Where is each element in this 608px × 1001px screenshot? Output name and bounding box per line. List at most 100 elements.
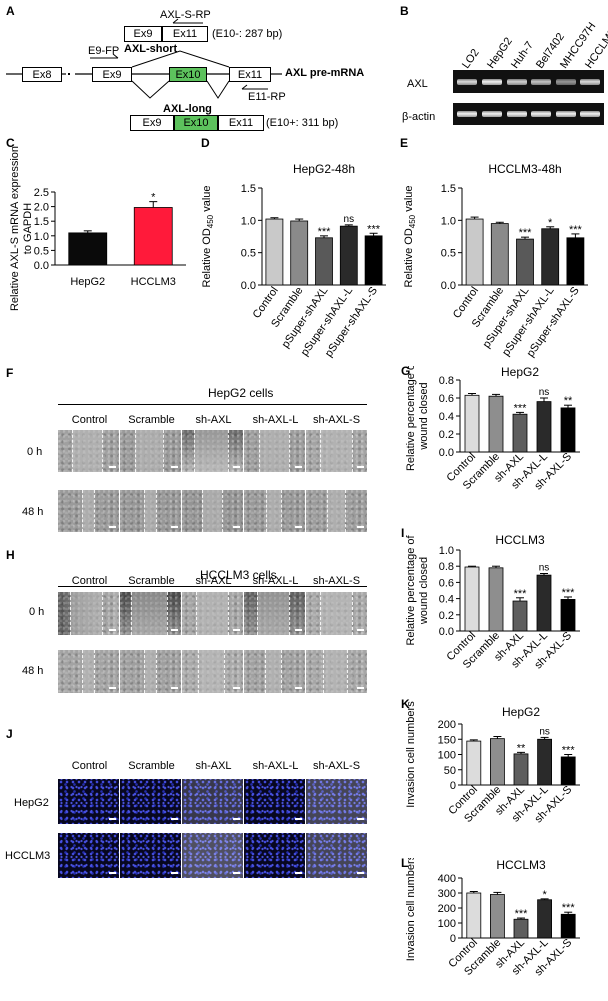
y-tick-label: 1.5 [34, 216, 49, 228]
y-tick-label: 2.0 [34, 202, 49, 214]
wound-image [244, 592, 305, 635]
j-row-hcclm3: HCCLM3 [5, 850, 51, 862]
y-tick-label: 0.0 [241, 280, 256, 292]
axl-s-rp-label: AXL-S-RP [160, 9, 211, 21]
significance-label: * [542, 889, 547, 901]
chart-d: HepG2-48h 0.0 0.5 1.0 1.5 Relative OD450 valu… [201, 162, 386, 359]
chart-title: HepG2-48h [293, 162, 355, 176]
significance-label: * [151, 192, 156, 204]
significance-label: *** [569, 224, 583, 236]
ex11-box: Ex11 [229, 67, 271, 82]
bar [465, 218, 484, 286]
invasion-image [244, 779, 305, 824]
bar [490, 738, 505, 786]
y-tick-label: 0.4 [439, 411, 454, 423]
chart-e: HCCLM3-48h 0.0 0.5 1.0 1.5 Relative OD450 val… [403, 162, 588, 359]
chart-c: 0.0 0.5 1.0 1.5 2.0 2.5 Relative AXL-S mRNA ex… [9, 146, 186, 311]
panel-f-rule [58, 404, 367, 405]
significance-label: *** [514, 402, 528, 414]
bar [512, 413, 528, 453]
wound-image [306, 430, 367, 472]
long-size-label: (E10+: 311 bp) [266, 117, 339, 129]
bar [133, 207, 173, 266]
wound-image [120, 490, 181, 532]
pre-mrna-label: AXL pre-mRNA [285, 67, 365, 79]
y-tick-label: 0.2 [439, 429, 454, 441]
y-tick-label: 0.6 [439, 577, 454, 589]
panel-label-b: B [400, 4, 409, 18]
y-tick-label: 0.6 [439, 393, 454, 405]
f-col-scramble: Scramble [128, 414, 175, 426]
bar [290, 220, 309, 286]
chart-l: HCCLM3 0 100 200 300 400 Invasion cell numbers… [405, 858, 580, 978]
y-tick-label: 0.5 [441, 248, 456, 260]
y-axis-label-line2: wound closed [418, 557, 430, 625]
invasion-image [58, 779, 119, 824]
e9-fp-label: E9-FP [88, 45, 120, 57]
wound-image [306, 592, 367, 635]
y-axis-label: Relative percentage of [405, 366, 417, 471]
significance-label: *** [519, 227, 533, 239]
f-row-0h: 0 h [27, 446, 43, 458]
f-row-48h: 48 h [22, 506, 44, 518]
category-label: HCCLM3 [131, 276, 176, 288]
gel-actin-strip [453, 103, 604, 125]
wound-image [58, 592, 119, 635]
y-tick-label: 1.0 [441, 215, 456, 227]
panel-label-f: F [6, 366, 14, 380]
axl-short-label: AXL-short [124, 43, 178, 55]
invasion-image [306, 833, 367, 878]
panel-label-e: E [400, 136, 409, 150]
y-tick-label: 1.0 [241, 215, 256, 227]
y-tick-label: 300 [438, 888, 456, 900]
chart-title: HepG2 [502, 705, 540, 719]
bar [490, 894, 505, 939]
y-tick-label: 1.5 [441, 183, 456, 195]
chart-title: HepG2 [501, 366, 539, 379]
y-axis-label-line2: wound closed [418, 382, 430, 450]
panel-a-lines [6, 18, 282, 99]
h-row-48h: 48 h [22, 665, 44, 677]
invasion-image [244, 833, 305, 878]
bar [339, 225, 358, 286]
ex10-box: Ex10 [169, 67, 207, 82]
j-col-scramble: Scramble [128, 760, 175, 772]
y-tick-label: 0.4 [439, 594, 454, 606]
bar [464, 394, 480, 453]
bar [464, 566, 480, 632]
gel-lane-label: HepG2 [484, 35, 515, 71]
invasion-image [182, 779, 243, 824]
wound-image [244, 490, 305, 532]
significance-label: *** [514, 588, 528, 600]
h-row-0h: 0 h [29, 606, 45, 618]
bar [488, 567, 504, 632]
panel-label-k: K [401, 697, 410, 711]
significance-label: ** [517, 742, 526, 754]
y-tick-label: 200 [438, 719, 456, 731]
h-col-control: Control [71, 575, 108, 587]
significance-label: *** [562, 587, 576, 599]
significance-label: ns [539, 562, 550, 573]
ex9-box: Ex9 [92, 67, 132, 82]
short-ex9-box: Ex9 [124, 26, 162, 42]
wound-image [182, 650, 243, 693]
bar [560, 756, 576, 786]
chart-i: HCCLM3 0.0 0.2 0.4 0.6 0.8 1.0 Relative percent… [405, 533, 580, 671]
short-ex11-box: Ex11 [162, 26, 208, 42]
bar [513, 918, 529, 939]
bar [560, 599, 576, 632]
bar [364, 235, 383, 286]
y-tick-label: 0.0 [441, 280, 456, 292]
bar [512, 600, 528, 632]
bar [488, 395, 504, 453]
significance-label: *** [367, 223, 381, 235]
y-tick-label: 2.5 [34, 187, 49, 199]
j-col-sh-axl-l: sh-AXL-L [252, 760, 299, 772]
gel-row-actin: β-actin [402, 111, 436, 123]
y-axis-label: Relative percentage of [405, 535, 417, 646]
y-tick-label: 50 [444, 765, 456, 777]
wound-image [306, 650, 367, 693]
significance-label: *** [515, 908, 529, 920]
wound-image [58, 430, 119, 472]
